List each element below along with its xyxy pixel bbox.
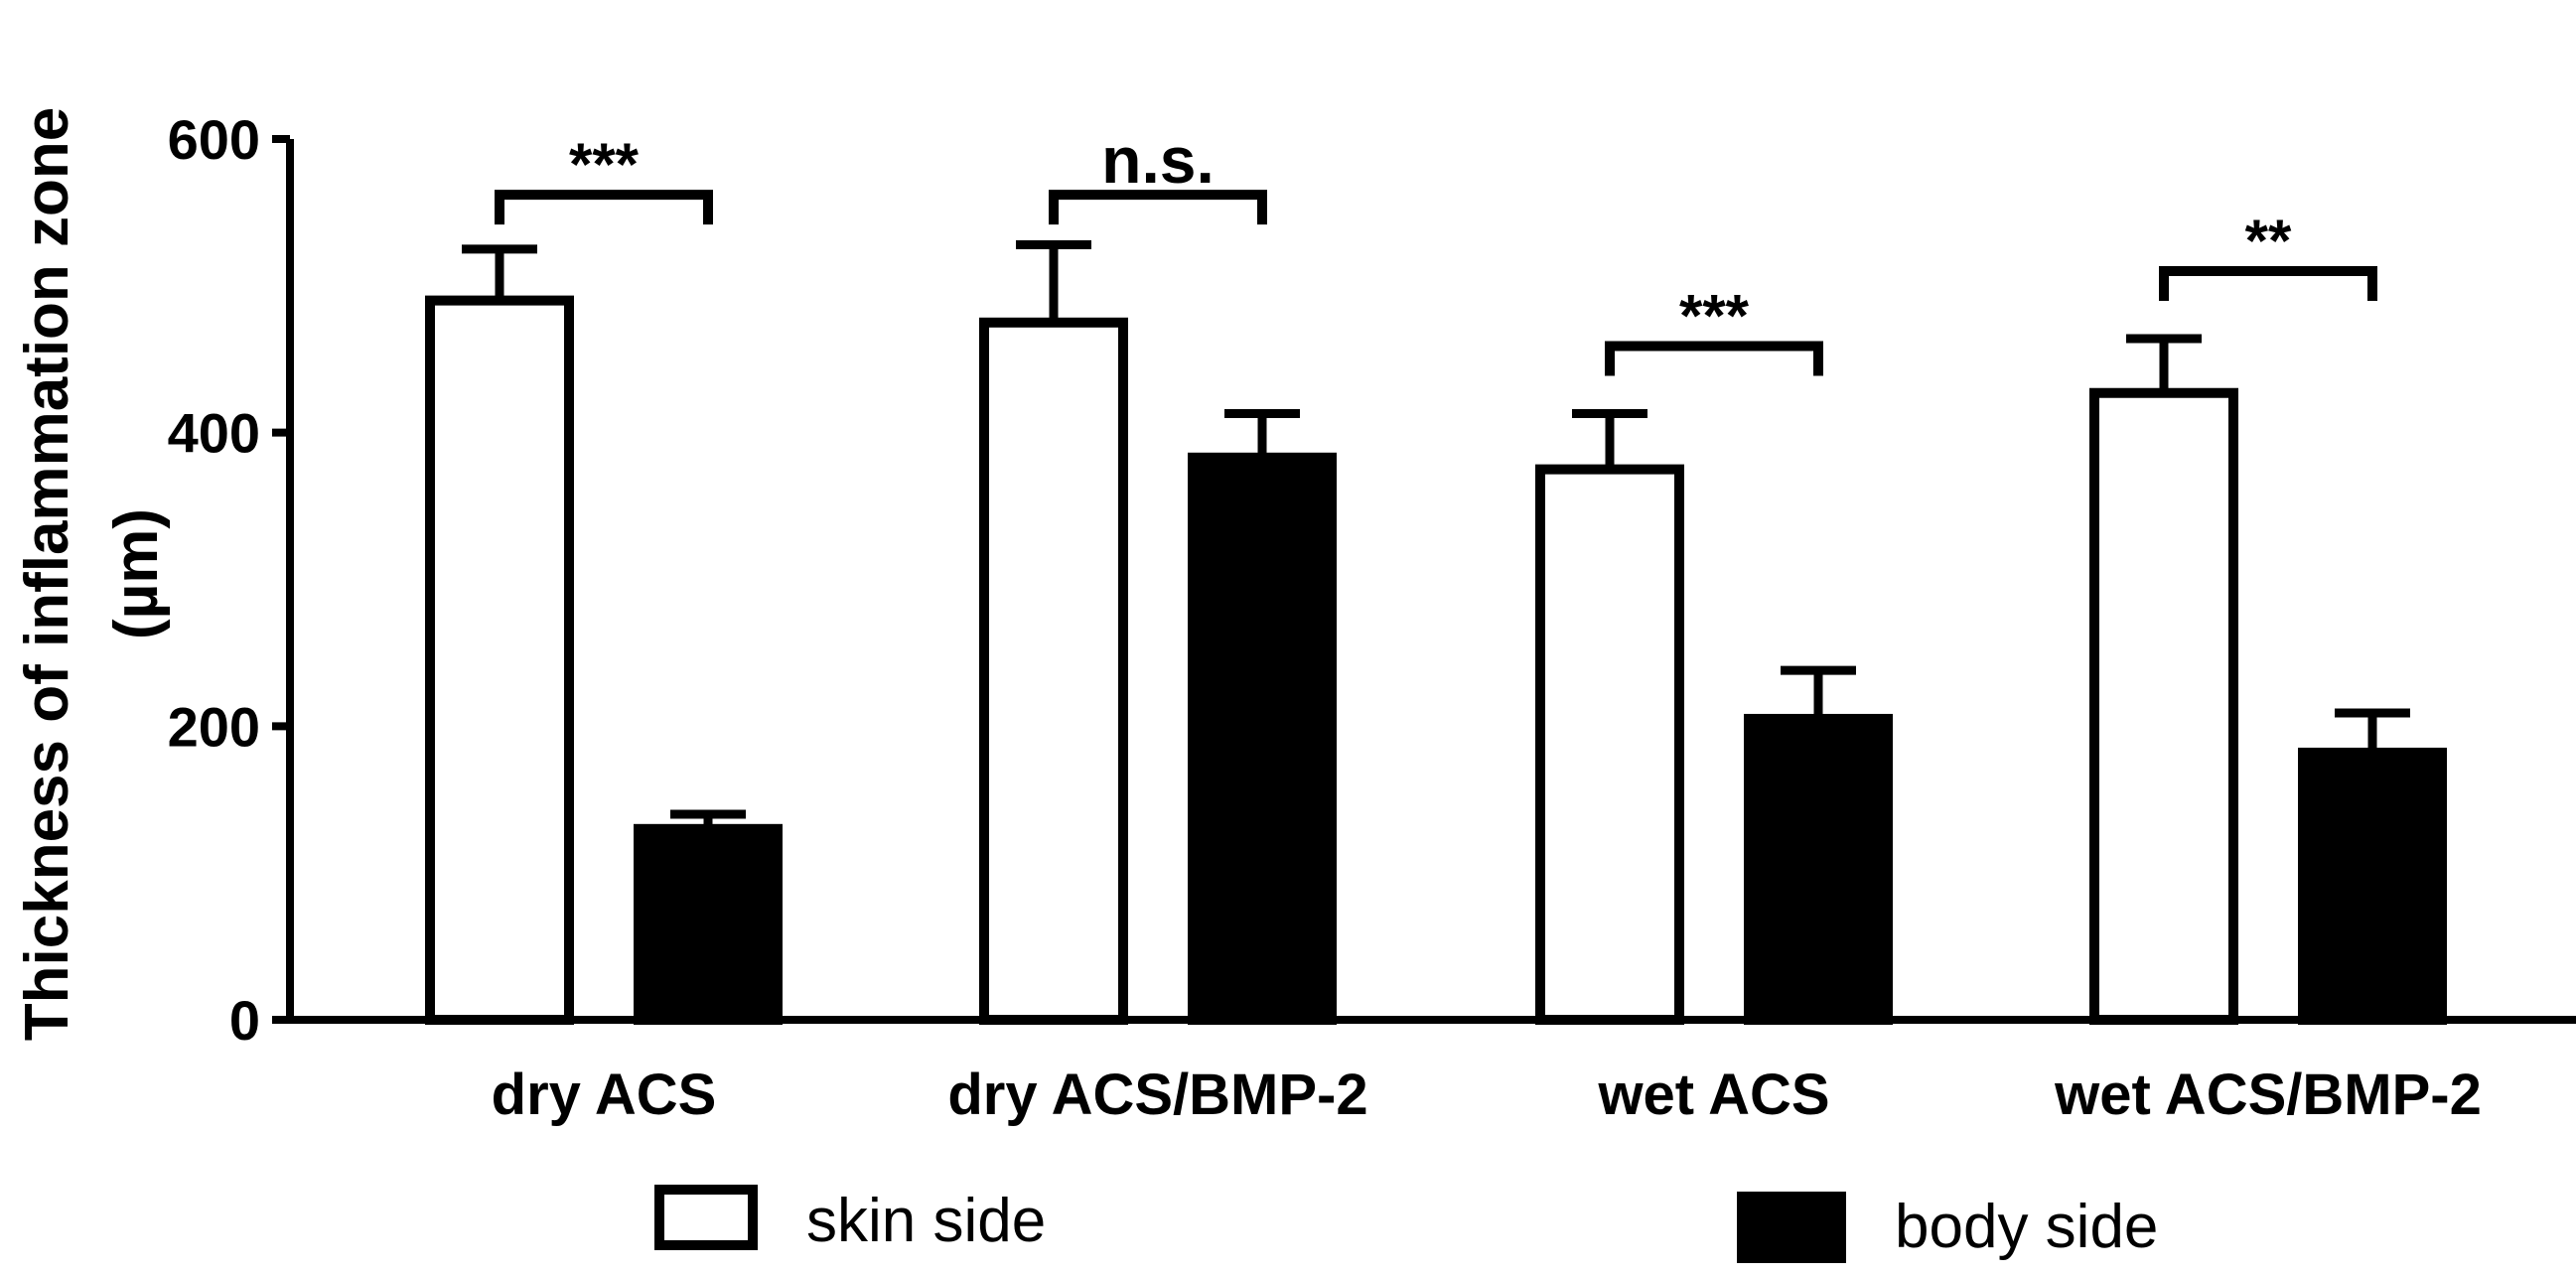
significance-label-dry-acs: *** — [569, 131, 640, 198]
bar-body-side-dry-acs — [634, 823, 783, 1025]
bars — [425, 239, 2447, 1026]
bar-body-side-dry-acs-bmp-2 — [1188, 452, 1337, 1025]
significance-bracket-wet-acs — [1605, 341, 1823, 376]
significance-bracket-dry-acs — [495, 190, 713, 225]
bar-skin-side-wet-acs — [1535, 464, 1684, 1025]
significance-label-wet-acs-bmp-2: ** — [2245, 208, 2292, 274]
legend-label-body-side: body side — [1895, 1193, 2158, 1261]
bar-body-side-wet-acs — [1744, 713, 1893, 1025]
y-axis-title-line2: (µm) — [102, 508, 171, 639]
y-tick-label: 200 — [168, 695, 260, 758]
significance-brackets: *** n.s.***** — [495, 123, 2377, 376]
x-tick-label-wet-acs-bmp-2: wet ACS/BMP-2 — [2054, 1063, 2482, 1127]
y-tick-label: 400 — [168, 402, 260, 465]
legend-label-skin-side: skin side — [806, 1187, 1046, 1255]
significance-bracket-wet-acs-bmp-2 — [2159, 266, 2377, 302]
legend-swatch-body-side — [1737, 1192, 1846, 1263]
y-tick-label: 600 — [168, 108, 260, 171]
bar-body-side-wet-acs-bmp-2 — [2298, 747, 2447, 1026]
bar-skin-side-wet-acs-bmp-2 — [2089, 387, 2238, 1026]
legend-swatch-skin-side — [654, 1185, 758, 1250]
x-tick-label-dry-acs: dry ACS — [492, 1063, 717, 1127]
category-labels: dry ACS dry ACS/BMP-2 wet ACS wet ACS/BMP-2 — [492, 1063, 2482, 1127]
significance-label-dry-acs-bmp-2: n.s. — [1101, 123, 1215, 197]
bar-skin-side-dry-acs-bmp-2 — [979, 317, 1128, 1025]
legend: skin side body side — [654, 1185, 2158, 1263]
x-tick-label-dry-acs-bmp-2: dry ACS/BMP-2 — [947, 1063, 1367, 1127]
y-axis-title-line1: Thickness of inflammation zone — [13, 107, 81, 1041]
bar-skin-side-dry-acs — [425, 295, 574, 1026]
significance-bracket-dry-acs-bmp-2 — [1049, 190, 1267, 225]
y-tick-label: 0 — [229, 989, 260, 1052]
y-axis-title: Thickness of inflammation zone (µm) — [13, 107, 171, 1041]
significance-label-wet-acs: *** — [1679, 282, 1750, 349]
x-tick-label-wet-acs: wet ACS — [1597, 1063, 1829, 1127]
